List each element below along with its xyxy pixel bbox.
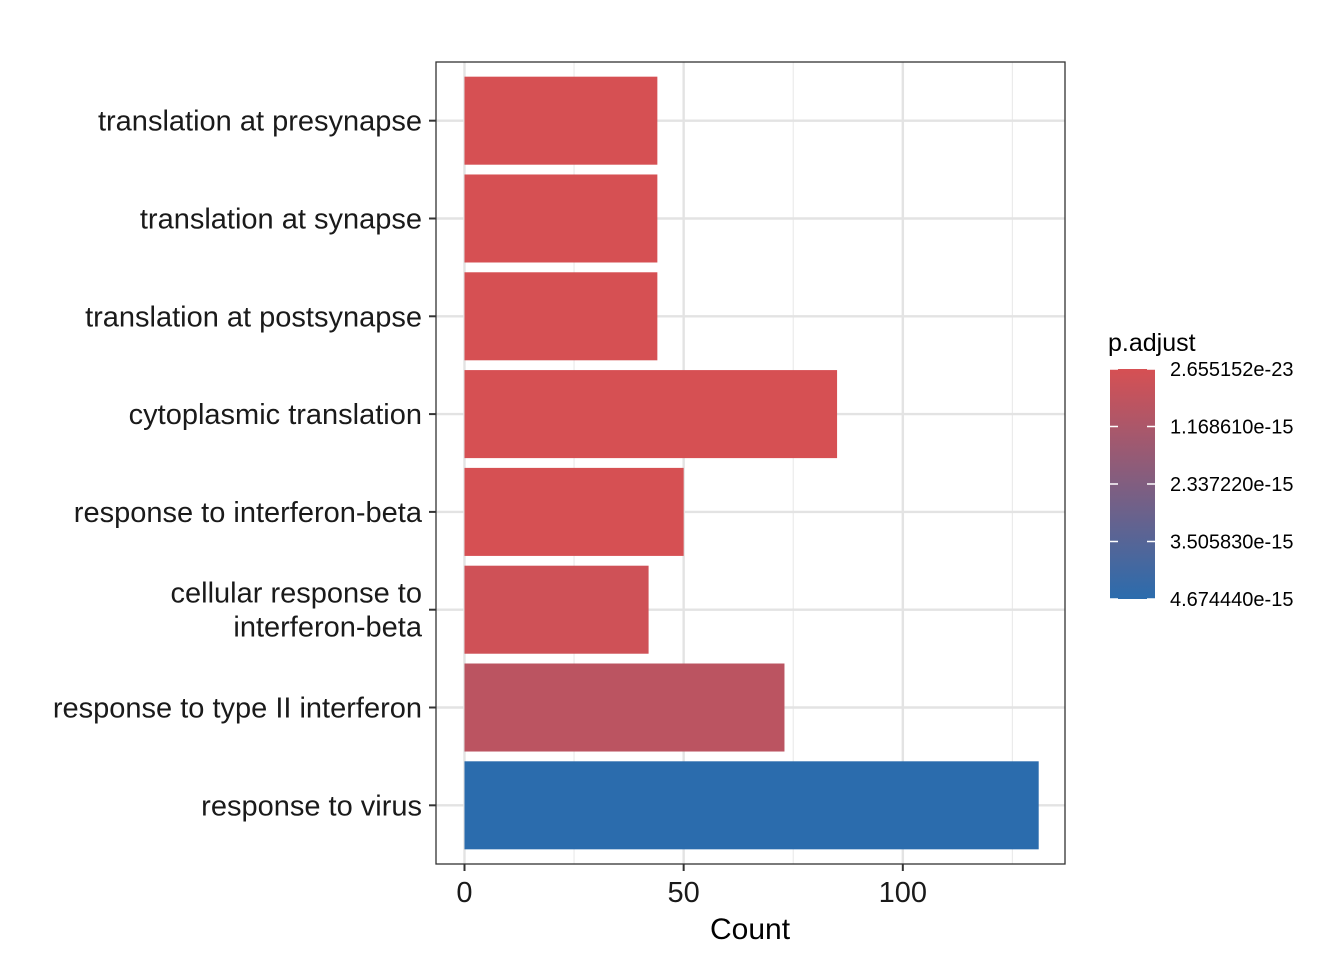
color-legend: p.adjust 2.655152e-23 1.168610e-15 2.33722… <box>1108 329 1293 611</box>
bar <box>464 663 785 752</box>
x-tick-label: 50 <box>668 877 700 909</box>
y-tick-label: translation at postsynapse <box>85 301 422 333</box>
bar <box>464 761 1039 850</box>
y-tick-label: response to virus <box>201 790 422 822</box>
legend-tick-label: 3.505830e-15 <box>1170 532 1293 554</box>
bar <box>464 272 658 361</box>
x-tick-label: 0 <box>456 877 472 909</box>
y-tick-label: cellular response to interferon-beta <box>171 578 423 644</box>
x-axis: 0 50 100 <box>456 864 927 909</box>
bar <box>464 467 684 556</box>
y-tick-label: translation at synapse <box>140 203 422 235</box>
legend-tick-label: 1.168610e-15 <box>1170 417 1293 439</box>
y-tick-label: response to interferon-beta <box>74 497 423 529</box>
legend-tick-label: 4.674440e-15 <box>1170 589 1293 611</box>
panel-border <box>435 61 1066 865</box>
y-tick-label: cytoplasmic translation <box>129 399 422 431</box>
bar <box>464 76 658 165</box>
bar <box>464 565 649 654</box>
bar <box>464 370 838 459</box>
legend-tick-label: 2.337220e-15 <box>1170 474 1293 496</box>
x-axis-title: Count <box>710 913 791 946</box>
bar <box>464 174 658 263</box>
x-tick-label: 100 <box>879 877 927 909</box>
y-axis: translation at presynapse translation at … <box>53 106 436 822</box>
legend-title: p.adjust <box>1108 329 1196 357</box>
plot-area <box>435 61 1066 865</box>
y-tick-label: response to type II interferon <box>53 693 422 725</box>
legend-tick-label: 2.655152e-23 <box>1170 359 1293 381</box>
y-tick-label: translation at presynapse <box>98 106 422 138</box>
